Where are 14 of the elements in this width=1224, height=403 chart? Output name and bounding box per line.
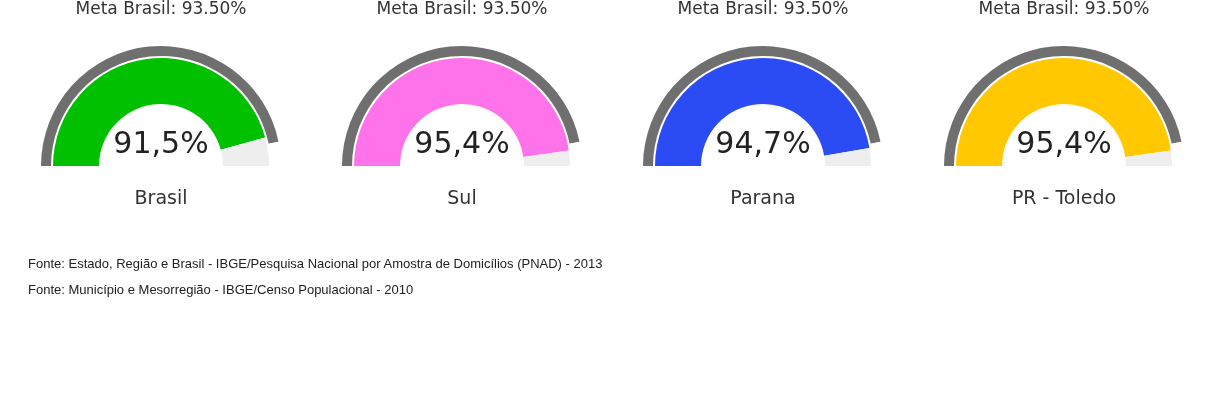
text: Brasil xyxy=(134,186,187,208)
data-label: 95,4% xyxy=(1015,125,1112,160)
chart-subtitle: Meta Brasil: 93.50% xyxy=(376,0,547,18)
text: Sul xyxy=(446,186,477,208)
data-label: 94,7% xyxy=(714,125,811,160)
chart-subtitle: Meta Brasil: 93.50% xyxy=(978,0,1149,18)
data-label: 91,5% xyxy=(112,125,209,160)
source-note: Fonte: Município e Mesorregião - IBGE/Censo Populacional - 2010 xyxy=(28,281,415,299)
chart-subtitle: Meta Brasil: 93.50% xyxy=(677,0,848,18)
chart-subtitle: Meta Brasil: 93.50% xyxy=(75,0,246,18)
text: Parana xyxy=(729,186,796,208)
text: PR - Toledo xyxy=(1011,186,1116,208)
data-label: 95,4% xyxy=(413,125,510,160)
source-note: Fonte: Estado, Região e Brasil - IBGE/Pesquisa Nacional por Amostra de Domicílios (PNAD) - 2013 xyxy=(28,255,604,273)
